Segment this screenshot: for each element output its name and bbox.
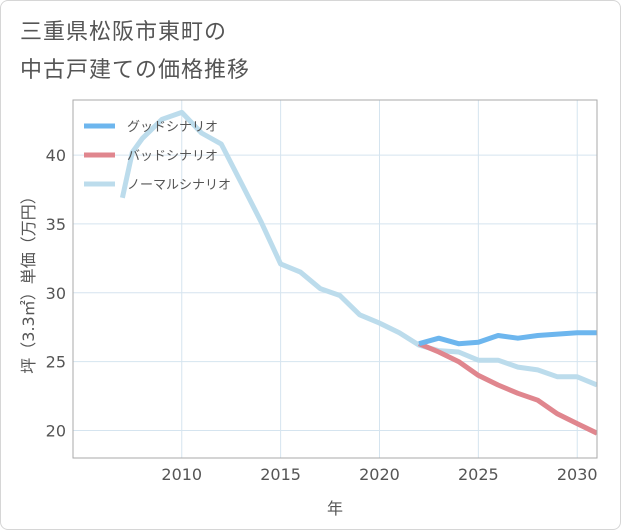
chart-title-line-2: 中古戸建ての価格推移: [20, 58, 251, 83]
series-line-normal: [119, 109, 597, 388]
series-line-bad: [418, 341, 597, 436]
legend-label-good: グッドシナリオ: [127, 120, 218, 135]
legend-label-bad: バッドシナリオ: [127, 149, 218, 164]
legend-label-normal: ノーマルシナリオ: [127, 178, 231, 193]
x-tick-label: 2030: [557, 465, 598, 484]
y-tick-label: 25: [46, 353, 66, 372]
y-tick-label: 35: [46, 215, 66, 234]
y-axis-label: 坪（3.3㎡）単価（万円）: [19, 188, 38, 373]
series-lines: [119, 109, 597, 436]
grid-lines: [73, 100, 597, 458]
x-tick-label: 2025: [458, 465, 499, 484]
y-tick-label: 40: [46, 146, 66, 165]
y-tick-label: 20: [46, 421, 66, 440]
y-axis-ticks: 20 25 30 35 40: [46, 146, 66, 440]
y-tick-label: 30: [46, 284, 66, 303]
x-tick-label: 2010: [161, 465, 202, 484]
x-axis-label: 年: [327, 499, 343, 518]
chart-title-line-1: 三重県松阪市東町の: [20, 20, 228, 45]
x-axis-ticks: 2010 2015 2020 2025 2030: [161, 465, 597, 484]
x-tick-label: 2015: [260, 465, 301, 484]
x-tick-label: 2020: [359, 465, 400, 484]
plot-border: [72, 99, 598, 459]
chart-title: 三重県松阪市東町の 中古戸建ての価格推移: [20, 14, 250, 90]
series-line-good: [418, 330, 597, 347]
